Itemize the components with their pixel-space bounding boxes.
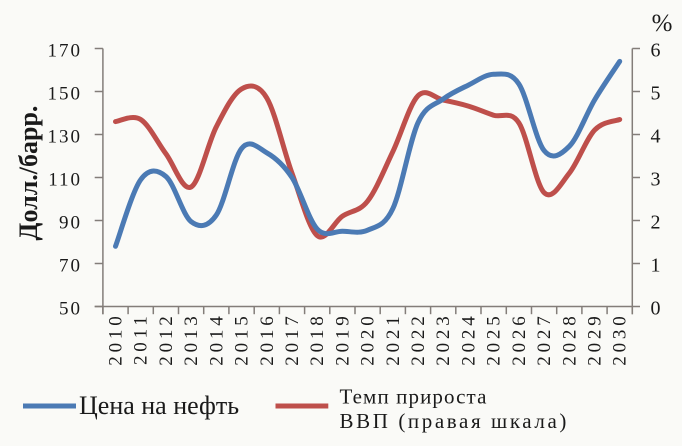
svg-text:2021: 2021: [383, 313, 404, 366]
svg-text:2010: 2010: [106, 313, 127, 366]
svg-text:4: 4: [651, 126, 661, 148]
svg-text:2022: 2022: [408, 313, 429, 366]
svg-text:2029: 2029: [585, 313, 606, 366]
svg-text:2014: 2014: [206, 313, 227, 366]
svg-text:2011: 2011: [131, 313, 152, 366]
svg-text:5: 5: [651, 83, 661, 105]
svg-text:0: 0: [651, 298, 661, 320]
svg-text:Темп прироста: Темп прироста: [340, 385, 488, 409]
svg-text:ВВП (правая шкала): ВВП (правая шкала): [340, 409, 570, 433]
svg-text:6: 6: [651, 40, 661, 62]
svg-text:90: 90: [59, 213, 82, 234]
svg-text:2019: 2019: [332, 313, 353, 366]
svg-text:2030: 2030: [610, 313, 631, 366]
svg-text:110: 110: [48, 170, 82, 191]
svg-text:2020: 2020: [358, 313, 379, 366]
svg-text:3: 3: [651, 169, 661, 191]
svg-text:1: 1: [651, 255, 661, 277]
svg-text:130: 130: [48, 127, 83, 148]
svg-text:2012: 2012: [156, 313, 177, 366]
svg-text:50: 50: [59, 299, 82, 320]
svg-text:170: 170: [48, 41, 83, 62]
svg-text:%: %: [652, 10, 673, 37]
svg-text:Долл./барр.: Долл./барр.: [14, 106, 43, 241]
svg-text:2023: 2023: [433, 313, 454, 366]
svg-text:150: 150: [48, 84, 83, 105]
svg-text:2028: 2028: [559, 313, 580, 366]
svg-text:2027: 2027: [534, 313, 555, 366]
svg-text:Цена на нефть: Цена на нефть: [79, 391, 239, 420]
svg-text:2017: 2017: [282, 313, 303, 366]
svg-text:2025: 2025: [484, 313, 505, 366]
svg-text:2015: 2015: [232, 313, 253, 366]
svg-text:2018: 2018: [307, 313, 328, 366]
svg-text:2016: 2016: [257, 313, 278, 366]
svg-text:2026: 2026: [509, 313, 530, 366]
svg-text:2: 2: [651, 212, 661, 234]
svg-text:2013: 2013: [181, 313, 202, 366]
svg-text:70: 70: [59, 256, 82, 277]
svg-text:2024: 2024: [458, 313, 479, 366]
